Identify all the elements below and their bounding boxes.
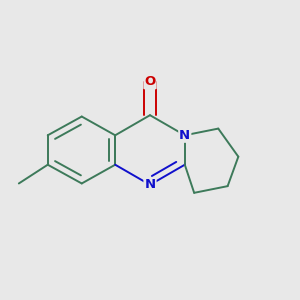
Text: O: O bbox=[144, 75, 156, 88]
Text: N: N bbox=[144, 178, 156, 191]
Text: N: N bbox=[179, 129, 190, 142]
